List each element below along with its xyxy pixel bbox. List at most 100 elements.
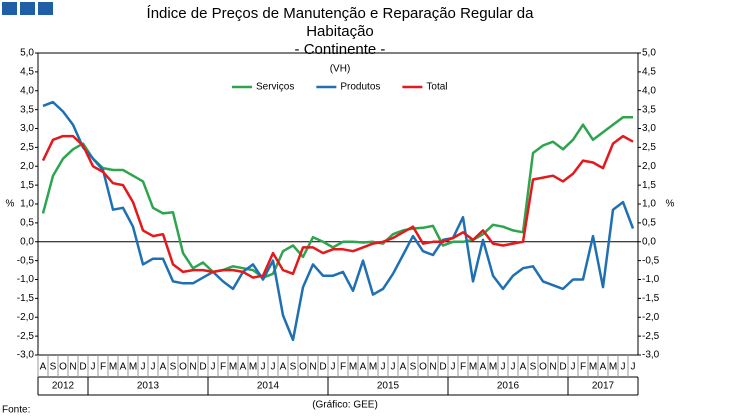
y-tick-label: 3,5 <box>20 104 34 115</box>
x-tick-label: S <box>170 362 177 373</box>
x-tick-label: D <box>439 362 446 373</box>
y2-tick-label: 1,0 <box>642 199 656 210</box>
y-tick-label: -0,5 <box>17 255 35 266</box>
x-tick-label: A <box>480 362 487 373</box>
y-tick-label: 2,0 <box>20 161 34 172</box>
x-tick-label: F <box>340 362 346 373</box>
x-tick-label: M <box>609 362 617 373</box>
x-tick-label: J <box>571 362 576 373</box>
x-tick-label: J <box>501 362 506 373</box>
chart-title: - Continente - <box>295 41 386 58</box>
y2-tick-label: -2,0 <box>642 312 660 323</box>
x-tick-label: S <box>290 362 297 373</box>
logo-square <box>2 2 17 15</box>
x-tick-label: J <box>91 362 96 373</box>
y-tick-label: -2,0 <box>17 312 35 323</box>
plot-frame <box>37 52 639 356</box>
x-tick-label: N <box>549 362 556 373</box>
y2-tick-label: -2,5 <box>642 331 660 342</box>
y2-tick-label: 4,0 <box>642 85 656 96</box>
x-tick-label: J <box>141 362 146 373</box>
y-tick-label: 0,0 <box>20 236 34 247</box>
x-tick-label: M <box>589 362 597 373</box>
x-tick-label: D <box>319 362 326 373</box>
x-tick-label: M <box>469 362 477 373</box>
y2-tick-label: 2,0 <box>642 161 656 172</box>
y-tick-label: -1,5 <box>17 293 35 304</box>
x-tick-label: F <box>220 362 226 373</box>
x-tick-label: F <box>580 362 586 373</box>
y2-tick-label: 3,0 <box>642 123 656 134</box>
x-tick-label: A <box>520 362 527 373</box>
x-tick-label: J <box>511 362 516 373</box>
y-tick-label: 4,5 <box>20 67 34 78</box>
y-tick-label: 1,5 <box>20 180 34 191</box>
y-axis-label: % <box>6 199 15 210</box>
y2-axis-label: % <box>666 199 675 210</box>
y-tick-label: 1,0 <box>20 199 34 210</box>
year-label: 2015 <box>377 381 400 392</box>
x-tick-label: A <box>240 362 247 373</box>
x-tick-label: A <box>280 362 287 373</box>
y-tick-label: 2,5 <box>20 142 34 153</box>
x-tick-label: J <box>391 362 396 373</box>
series-line <box>41 134 634 279</box>
x-tick-label: A <box>120 362 127 373</box>
x-tick-label: J <box>261 362 266 373</box>
x-tick-label: O <box>59 362 67 373</box>
y2-tick-label: 1,5 <box>642 180 656 191</box>
y-tick-label: 0,5 <box>20 218 34 229</box>
x-tick-label: M <box>249 362 257 373</box>
x-tick-label: A <box>160 362 167 373</box>
x-tick-label: J <box>451 362 456 373</box>
y2-tick-label: 0,0 <box>642 236 656 247</box>
x-tick-label: A <box>360 362 367 373</box>
x-tick-label: S <box>50 362 57 373</box>
x-tick-label: J <box>621 362 626 373</box>
x-tick-label: F <box>100 362 106 373</box>
x-tick-label: O <box>299 362 307 373</box>
x-tick-label: M <box>229 362 237 373</box>
year-label: 2013 <box>137 381 160 392</box>
x-tick-label: F <box>460 362 466 373</box>
x-tick-label: S <box>530 362 537 373</box>
y-tick-label: 3,0 <box>20 123 34 134</box>
y-tick-label: 4,0 <box>20 85 34 96</box>
year-label: 2017 <box>592 381 615 392</box>
x-tick-label: D <box>559 362 566 373</box>
x-tick-label: A <box>40 362 47 373</box>
y2-tick-label: -0,5 <box>642 255 660 266</box>
y-tick-label: -1,0 <box>17 274 35 285</box>
x-tick-label: J <box>211 362 216 373</box>
legend-label: Serviços <box>256 82 294 93</box>
y2-tick-label: 5,0 <box>642 48 656 59</box>
y2-tick-label: 4,5 <box>642 67 656 78</box>
source: Fonte: <box>2 405 30 416</box>
legend-label: Total <box>426 82 447 93</box>
x-tick-label: A <box>600 362 607 373</box>
x-tick-label: D <box>79 362 86 373</box>
x-tick-label: J <box>271 362 276 373</box>
x-tick-label: J <box>381 362 386 373</box>
x-tick-label: J <box>331 362 336 373</box>
y-tick-label: -2,5 <box>17 331 35 342</box>
x-tick-label: J <box>151 362 156 373</box>
x-tick-label: M <box>129 362 137 373</box>
x-tick-label: O <box>179 362 187 373</box>
x-tick-label: M <box>349 362 357 373</box>
series-line <box>41 115 633 279</box>
y2-tick-label: 2,5 <box>642 142 656 153</box>
x-tick-label: J <box>631 362 636 373</box>
x-tick-label: S <box>410 362 417 373</box>
x-tick-label: N <box>189 362 196 373</box>
x-tick-label: M <box>489 362 497 373</box>
x-tick-label: A <box>400 362 407 373</box>
y2-tick-label: -3,0 <box>642 350 660 361</box>
year-label: 2014 <box>257 381 280 392</box>
x-tick-label: D <box>199 362 206 373</box>
y2-tick-label: 0,5 <box>642 218 656 229</box>
year-label: 2016 <box>497 381 520 392</box>
logo-square <box>20 2 35 15</box>
legend-label: Produtos <box>340 82 380 93</box>
